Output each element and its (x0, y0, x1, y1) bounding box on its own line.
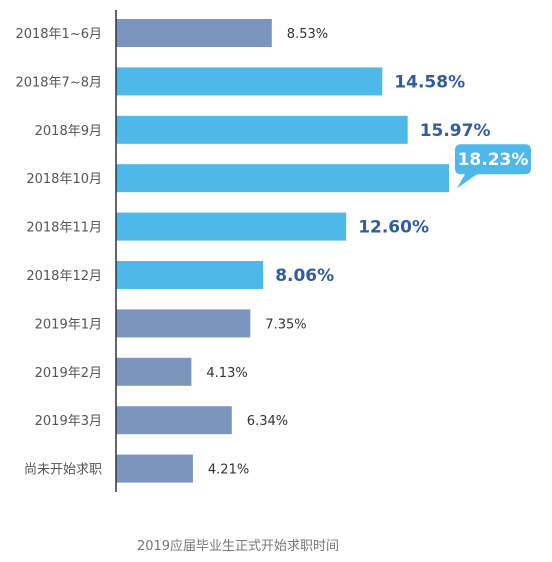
value-label-5: 8.06% (275, 266, 334, 286)
category-label-2: 2018年9月 (35, 124, 102, 139)
value-label-4: 12.60% (358, 218, 429, 238)
chart-caption: 2019应届毕业生正式开始求职时间 (137, 538, 339, 554)
value-label-2: 15.97% (420, 121, 491, 141)
bar-8 (116, 406, 232, 435)
value-label-9: 4.21% (208, 463, 249, 478)
bar-2 (116, 115, 408, 144)
category-label-8: 2019年3月 (35, 414, 102, 429)
bar-4 (116, 212, 347, 241)
bar-1 (116, 67, 383, 96)
callout-bubble (455, 144, 531, 189)
category-label-7: 2019年2月 (35, 366, 102, 381)
value-label-6: 7.35% (265, 317, 306, 332)
category-label-0: 2018年1~6月 (15, 27, 102, 42)
bar-9 (116, 454, 193, 483)
category-label-5: 2018年12月 (26, 269, 102, 284)
category-label-1: 2018年7~8月 (15, 75, 102, 90)
value-label-8: 6.34% (247, 414, 288, 429)
value-label-3: 18.23% (458, 150, 529, 170)
labels-layer: 2018年1~6月 8.53% 2018年7~8月 14.58% 2018年9月 15.9… (15, 27, 531, 478)
value-label-1: 14.58% (394, 72, 465, 92)
category-label-9: 尚未开始求职 (24, 463, 102, 478)
bar-0 (116, 19, 272, 47)
bars-layer (116, 19, 449, 483)
category-label-4: 2018年11月 (26, 221, 102, 236)
bar-3 (116, 164, 449, 193)
bar-5 (116, 261, 264, 289)
bar-6 (116, 309, 251, 338)
bar-7 (116, 357, 192, 386)
value-label-7: 4.13% (206, 366, 247, 381)
category-label-6: 2019年1月 (35, 317, 102, 332)
category-label-3: 2018年10月 (26, 172, 102, 187)
value-label-0: 8.53% (287, 27, 328, 42)
